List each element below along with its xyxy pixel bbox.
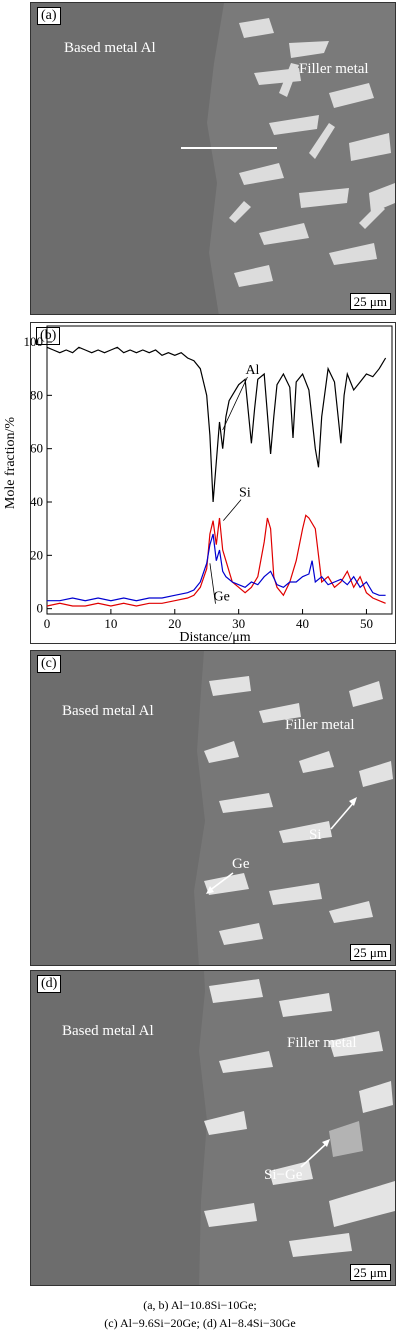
- panel-a-tag: (a): [37, 7, 61, 25]
- x-tick-label: 10: [104, 616, 117, 631]
- sem-panel-c: (c) Based metal Al Filler metal Si Ge 25…: [30, 650, 396, 966]
- y-tick-label: 100: [24, 334, 44, 349]
- base-metal-label-d: Based metal Al: [62, 1023, 154, 1039]
- x-tick-label: 30: [232, 616, 245, 631]
- base-metal-label-c: Based metal Al: [62, 703, 154, 719]
- chart-panel-b: (b): [30, 322, 396, 644]
- scale-bar-d: 25 μm: [349, 1264, 391, 1281]
- series-line-ge: [47, 533, 386, 602]
- panel-b-tag: (b): [36, 327, 61, 345]
- y-tick-label: 40: [30, 494, 43, 509]
- plot-frame: [46, 325, 393, 615]
- figure-caption-line-2: (c) Al−9.6Si−20Ge; (d) Al−8.4Si−30Ge: [104, 1316, 296, 1330]
- sem-panel-a: (a) Based metal Al Filler metal 25 μm: [30, 2, 396, 315]
- pointer-arrow-d: [300, 1139, 330, 1168]
- line-chart: 0 10 20 30 40 50 0 20 40 60 80 100 Al Si Ge Mole fract…: [3, 325, 393, 645]
- annotation-leader-ge: [209, 563, 216, 604]
- y-tick-label: 20: [30, 547, 43, 562]
- scale-bar-c: 25 μm: [349, 944, 391, 961]
- x-tick-label: 20: [168, 616, 181, 631]
- series-line-si: [46, 514, 386, 607]
- si-label-c: Si: [309, 827, 322, 843]
- annotation-si: Si: [239, 486, 251, 501]
- annotation-leader-al: [222, 376, 248, 431]
- x-tick-label: 0: [44, 616, 51, 631]
- filler-metal-label-a: Filler metal: [299, 61, 369, 77]
- sige-label-d: Si−Ge: [264, 1167, 303, 1183]
- annotation-ge: Ge: [214, 590, 230, 605]
- y-tick-label: 60: [30, 441, 43, 456]
- y-tick-label: 0: [37, 601, 44, 616]
- figure-caption-line-1: (a, b) Al−10.8Si−10Ge;: [143, 1298, 257, 1312]
- ge-label-c: Ge: [232, 856, 250, 872]
- panel-c-tag: (c): [37, 655, 61, 673]
- base-metal-label-a: Based metal Al: [64, 40, 156, 56]
- x-tick-label: 40: [296, 616, 309, 631]
- pointer-arrows-c: [206, 797, 357, 894]
- filler-region-a: [181, 3, 395, 314]
- filler-region-c: [194, 651, 395, 965]
- panel-d-tag: (d): [37, 975, 62, 993]
- filler-region-d: [199, 971, 395, 1285]
- series-line-al: [46, 346, 387, 503]
- filler-metal-label-c: Filler metal: [285, 717, 355, 733]
- annotation-leader-si: [223, 499, 242, 521]
- scale-bar-a: 25 μm: [349, 293, 391, 310]
- y-tick-label: 80: [30, 387, 43, 402]
- x-axis-label: Distance/μm: [179, 630, 250, 645]
- filler-metal-label-d: Filler metal: [287, 1035, 357, 1051]
- annotation-al: Al: [245, 363, 259, 378]
- x-tick-label: 50: [360, 616, 373, 631]
- y-axis-label: Mole fraction/%: [3, 417, 18, 509]
- sem-panel-d: (d) Based metal Al Filler metal Si−Ge 25…: [30, 970, 396, 1286]
